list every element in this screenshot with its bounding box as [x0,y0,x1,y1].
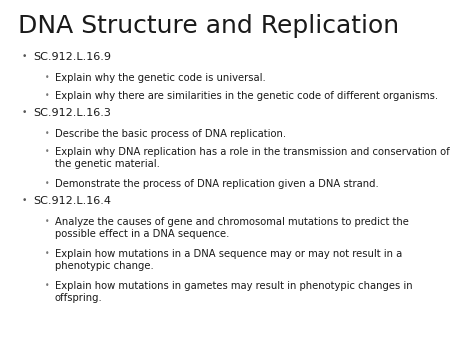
Text: Explain why the genetic code is universal.: Explain why the genetic code is universa… [55,73,266,83]
Text: Explain how mutations in a DNA sequence may or may not result in a
phenotypic ch: Explain how mutations in a DNA sequence … [55,249,402,271]
Text: •: • [45,281,50,290]
Text: SC.912.L.16.4: SC.912.L.16.4 [34,196,112,207]
Text: •: • [45,217,50,226]
Text: DNA Structure and Replication: DNA Structure and Replication [18,14,399,38]
Text: •: • [45,129,50,139]
Text: SC.912.L.16.3: SC.912.L.16.3 [34,108,112,119]
Text: •: • [22,196,27,206]
Text: Demonstrate the process of DNA replication given a DNA strand.: Demonstrate the process of DNA replicati… [55,179,378,189]
Text: •: • [22,108,27,118]
Text: •: • [45,179,50,188]
Text: •: • [45,249,50,258]
Text: Explain how mutations in gametes may result in phenotypic changes in
offspring.: Explain how mutations in gametes may res… [55,281,413,303]
Text: Explain why DNA replication has a role in the transmission and conservation of
t: Explain why DNA replication has a role i… [55,147,450,169]
Text: Analyze the causes of gene and chromosomal mutations to predict the
possible eff: Analyze the causes of gene and chromosom… [55,217,409,239]
Text: •: • [45,91,50,100]
Text: •: • [45,147,50,156]
Text: •: • [45,73,50,82]
Text: SC.912.L.16.9: SC.912.L.16.9 [34,52,112,63]
Text: •: • [22,52,27,62]
Text: Describe the basic process of DNA replication.: Describe the basic process of DNA replic… [55,129,286,140]
Text: Explain why there are similarities in the genetic code of different organisms.: Explain why there are similarities in th… [55,91,438,101]
